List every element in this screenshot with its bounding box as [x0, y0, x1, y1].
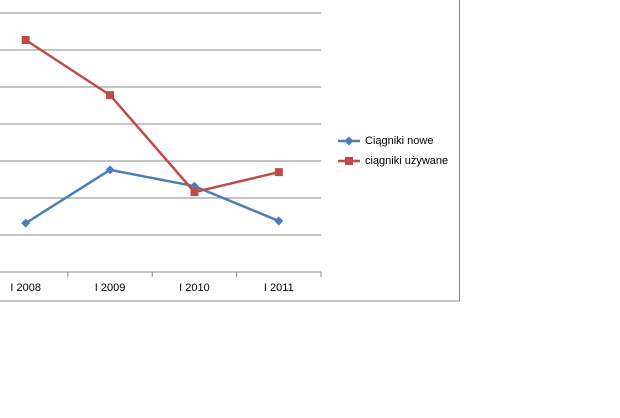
legend-marker — [344, 136, 354, 146]
chart-border — [0, 0, 460, 302]
series-line — [25, 38, 280, 194]
data-point — [105, 165, 115, 175]
data-point — [190, 188, 199, 197]
x-tick-label: I 2008 — [10, 282, 41, 294]
series-line — [25, 168, 280, 225]
data-point — [106, 91, 115, 100]
x-tick-label: I 2009 — [95, 282, 126, 294]
legend-marker — [345, 157, 353, 165]
x-tick-label: I 2010 — [179, 282, 210, 294]
x-tick-label: I 2011 — [264, 282, 294, 294]
data-point — [21, 36, 30, 45]
data-point — [274, 216, 284, 226]
data-point — [274, 168, 283, 177]
data-point — [21, 218, 31, 228]
legend-label: ciągniki używane — [365, 155, 448, 167]
legend-label: Ciągniki nowe — [365, 135, 433, 147]
